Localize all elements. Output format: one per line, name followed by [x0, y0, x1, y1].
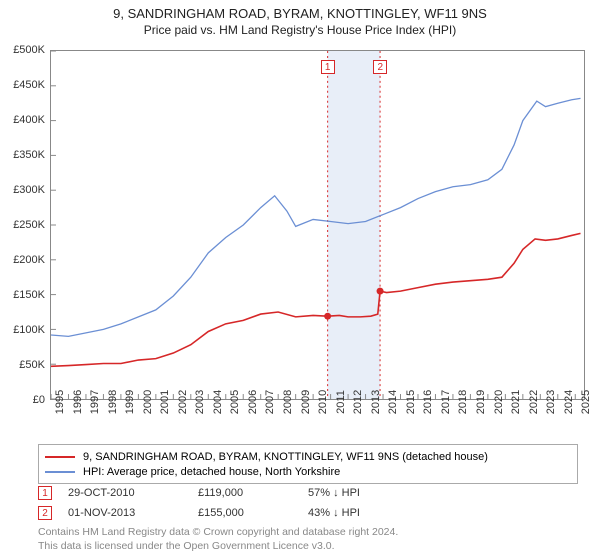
event-marker-icon: 2 [38, 506, 52, 520]
titles: 9, SANDRINGHAM ROAD, BYRAM, KNOTTINGLEY,… [0, 0, 600, 37]
y-tick-label: £450K [13, 79, 45, 91]
x-tick-label: 2005 [229, 390, 241, 414]
chart-container: 9, SANDRINGHAM ROAD, BYRAM, KNOTTINGLEY,… [0, 0, 600, 560]
x-tick-label: 2024 [563, 390, 575, 414]
event-row: 1 29-OCT-2010 £119,000 57% ↓ HPI [38, 484, 360, 502]
y-tick-label: £0 [33, 394, 45, 406]
x-tick-label: 2025 [580, 390, 592, 414]
x-tick-label: 2018 [457, 390, 469, 414]
x-tick-label: 2016 [422, 390, 434, 414]
y-tick-label: £400K [13, 114, 45, 126]
x-tick-label: 2021 [510, 390, 522, 414]
y-tick-label: £350K [13, 149, 45, 161]
x-tick-label: 2003 [194, 390, 206, 414]
x-tick-label: 2004 [212, 390, 224, 414]
y-tick-label: £100K [13, 324, 45, 336]
legend-item: HPI: Average price, detached house, Nort… [45, 465, 571, 479]
x-tick-label: 2023 [545, 390, 557, 414]
events-table: 1 29-OCT-2010 £119,000 57% ↓ HPI 2 01-NO… [38, 484, 360, 524]
y-tick-label: £300K [13, 184, 45, 196]
x-tick-label: 2014 [387, 390, 399, 414]
x-tick-label: 2017 [440, 390, 452, 414]
event-hpi-delta: 57% ↓ HPI [308, 487, 360, 499]
x-tick-label: 1998 [107, 390, 119, 414]
legend: 9, SANDRINGHAM ROAD, BYRAM, KNOTTINGLEY,… [38, 444, 578, 484]
x-tick-label: 2013 [370, 390, 382, 414]
footnote-line: Contains HM Land Registry data © Crown c… [38, 526, 398, 540]
x-tick-label: 1996 [72, 390, 84, 414]
chart-marker-icon: 1 [321, 60, 335, 74]
y-tick-label: £50K [19, 359, 45, 371]
x-tick-label: 2012 [352, 390, 364, 414]
x-tick-label: 2020 [493, 390, 505, 414]
y-tick-label: £250K [13, 219, 45, 231]
chart-plot-area [50, 50, 585, 400]
event-hpi-delta: 43% ↓ HPI [308, 507, 360, 519]
x-tick-label: 2000 [142, 390, 154, 414]
x-tick-label: 1999 [124, 390, 136, 414]
legend-swatch [45, 471, 75, 473]
event-price: £119,000 [198, 487, 308, 499]
y-tick-label: £500K [13, 44, 45, 56]
footnote-line: This data is licensed under the Open Gov… [38, 540, 398, 554]
x-tick-label: 1995 [54, 390, 66, 414]
x-tick-label: 2007 [264, 390, 276, 414]
y-tick-label: £150K [13, 289, 45, 301]
x-tick-label: 2022 [528, 390, 540, 414]
event-marker-icon: 1 [38, 486, 52, 500]
event-row: 2 01-NOV-2013 £155,000 43% ↓ HPI [38, 504, 360, 522]
y-tick-label: £200K [13, 254, 45, 266]
legend-swatch [45, 456, 75, 458]
x-tick-label: 2008 [282, 390, 294, 414]
legend-item: 9, SANDRINGHAM ROAD, BYRAM, KNOTTINGLEY,… [45, 450, 571, 464]
x-tick-label: 2015 [405, 390, 417, 414]
event-price: £155,000 [198, 507, 308, 519]
x-tick-label: 2006 [247, 390, 259, 414]
x-tick-label: 2002 [177, 390, 189, 414]
x-tick-label: 2019 [475, 390, 487, 414]
legend-label: HPI: Average price, detached house, Nort… [83, 466, 340, 478]
chart-marker-icon: 2 [373, 60, 387, 74]
x-tick-label: 1997 [89, 390, 101, 414]
x-tick-label: 2009 [300, 390, 312, 414]
footnote: Contains HM Land Registry data © Crown c… [38, 526, 398, 553]
x-tick-label: 2001 [159, 390, 171, 414]
event-date: 29-OCT-2010 [68, 487, 198, 499]
page-subtitle: Price paid vs. HM Land Registry's House … [0, 23, 600, 37]
page-title: 9, SANDRINGHAM ROAD, BYRAM, KNOTTINGLEY,… [0, 6, 600, 21]
x-tick-label: 2010 [317, 390, 329, 414]
event-date: 01-NOV-2013 [68, 507, 198, 519]
legend-label: 9, SANDRINGHAM ROAD, BYRAM, KNOTTINGLEY,… [83, 451, 488, 463]
x-tick-label: 2011 [335, 390, 347, 414]
chart-svg [51, 51, 584, 399]
